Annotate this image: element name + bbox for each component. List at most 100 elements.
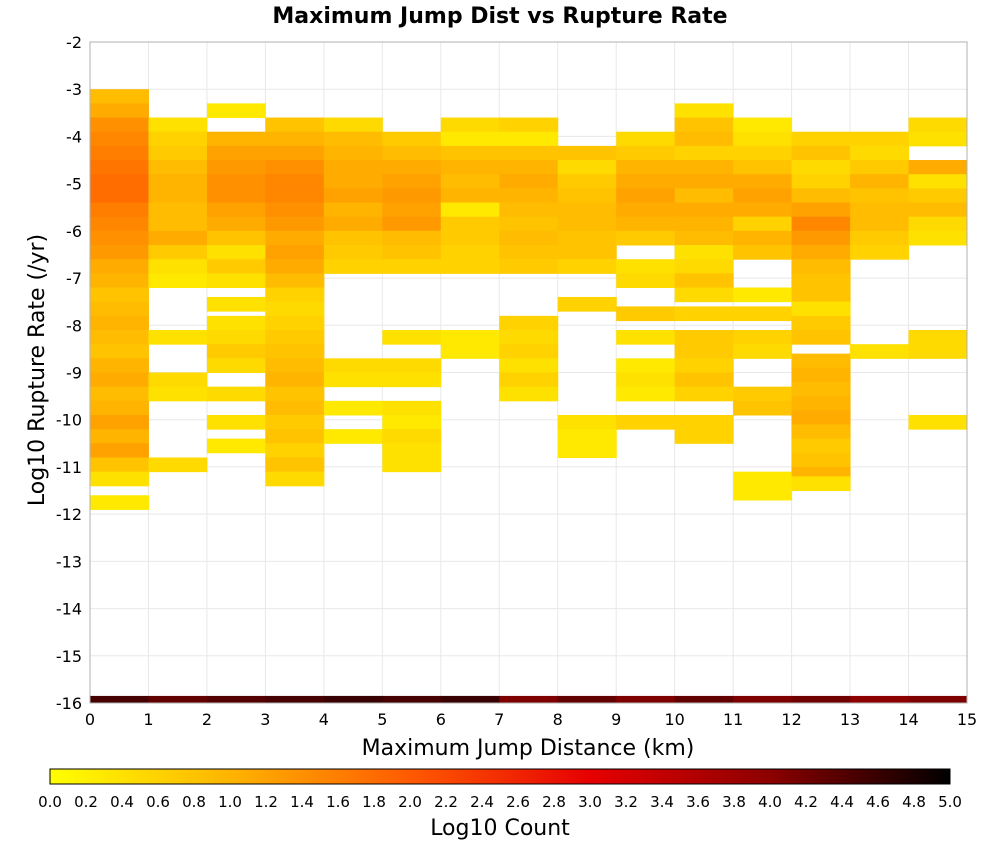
- heatmap-cell: [323, 145, 383, 161]
- heatmap-cell: [382, 400, 442, 416]
- colorbar-tick-label: 0.2: [74, 793, 98, 811]
- heatmap-cell: [90, 160, 149, 175]
- heatmap-cell: [908, 160, 968, 175]
- heatmap-cell: [90, 429, 149, 444]
- heatmap-cell: [206, 296, 266, 312]
- heatmap-cell: [206, 414, 266, 430]
- heatmap-cell: [791, 259, 851, 274]
- heatmap-cell: [90, 117, 149, 133]
- plot-frame: [89, 41, 968, 704]
- heatmap-cell: [90, 471, 149, 487]
- heatmap-cell: [382, 372, 442, 388]
- heatmap-cell: [323, 174, 383, 189]
- heatmap-cell: [323, 259, 383, 274]
- heatmap-cell: [674, 306, 734, 322]
- colorbar-tick-label: 0.6: [146, 793, 170, 811]
- colorbar-label: Log10 Count: [430, 816, 570, 841]
- heatmap-cell: [265, 429, 325, 444]
- heatmap-cell: [733, 330, 793, 345]
- heatmap-cell: [265, 245, 325, 260]
- heatmap-cell: [265, 457, 325, 473]
- heatmap-cell: [265, 344, 325, 359]
- heatmap-cell: [382, 429, 442, 444]
- heatmap-cell: [90, 287, 149, 303]
- heatmap-cell: [382, 131, 442, 147]
- heatmap-cell: [908, 174, 968, 189]
- heatmap-cell: [206, 188, 266, 204]
- heatmap-cell: [733, 695, 793, 703]
- heatmap-cell: [323, 160, 383, 175]
- x-tick-label: 9: [611, 710, 621, 729]
- heatmap-cell: [557, 296, 617, 312]
- heatmap-cell: [265, 372, 325, 388]
- heatmap-cell: [90, 400, 149, 416]
- y-tick-label: -13: [56, 552, 82, 571]
- heatmap-cell: [733, 117, 793, 133]
- heatmap-cell: [733, 131, 793, 147]
- heatmap-cell: [90, 174, 149, 189]
- heatmap-cell: [90, 89, 149, 104]
- heatmap-cell: [616, 306, 676, 322]
- heatmap-cell: [674, 386, 734, 402]
- heatmap-cell: [908, 188, 968, 204]
- heatmap-cell: [206, 273, 266, 289]
- heatmap-cell: [265, 230, 325, 246]
- heatmap-cell: [674, 160, 734, 175]
- heatmap-cell: [791, 452, 851, 468]
- heatmap-cell: [90, 495, 149, 510]
- heatmap-cell: [382, 457, 442, 473]
- heatmap-cell: [791, 145, 851, 161]
- y-tick-label: -6: [66, 222, 82, 241]
- heatmap-cell: [557, 245, 617, 260]
- y-tick-label: -10: [56, 411, 82, 430]
- x-axis-label: Maximum Jump Distance (km): [362, 736, 695, 761]
- heatmap-cell: [499, 160, 559, 175]
- heatmap-cell: [908, 330, 968, 345]
- heatmap-cell: [674, 330, 734, 345]
- colorbar-tick-label: 2.0: [398, 793, 422, 811]
- colorbar-tick-label: 0.4: [110, 793, 134, 811]
- heatmap-cell: [616, 358, 676, 373]
- heatmap-cell: [616, 174, 676, 189]
- heatmap-cell: [616, 230, 676, 246]
- x-tick-label: 8: [553, 710, 563, 729]
- heatmap-cell: [206, 695, 266, 703]
- heatmap-cell: [206, 358, 266, 373]
- colorbar-tick-label: 3.4: [650, 793, 674, 811]
- heatmap-cell: [265, 287, 325, 303]
- heatmap-cell: [499, 358, 559, 373]
- heatmap-cell: [616, 202, 676, 218]
- x-tick-label: 13: [840, 710, 860, 729]
- heatmap-cell: [382, 188, 442, 204]
- heatmap-cell: [382, 174, 442, 189]
- heatmap-cell: [440, 230, 500, 246]
- heatmap-cell: [90, 216, 149, 232]
- heatmap-cell: [90, 344, 149, 359]
- heatmap-cell: [791, 202, 851, 218]
- heatmap-cell: [499, 259, 559, 274]
- x-tick-label: 1: [143, 710, 153, 729]
- heatmap-cell: [791, 438, 851, 454]
- heatmap-cell: [850, 230, 910, 246]
- heatmap-cell: [616, 216, 676, 232]
- heatmap-cell: [733, 245, 793, 260]
- heatmap-cell: [382, 245, 442, 260]
- heatmap-cell: [850, 216, 910, 232]
- heatmap-cell: [499, 202, 559, 218]
- heatmap-cell: [557, 429, 617, 444]
- heatmap-cell: [265, 330, 325, 345]
- heatmap-cell: [90, 259, 149, 274]
- colorbar-tick-label: 2.4: [470, 793, 494, 811]
- heatmap-cell: [733, 386, 793, 402]
- heatmap-cell: [908, 216, 968, 232]
- heatmap-cell: [90, 131, 149, 147]
- heatmap-cell: [148, 273, 208, 289]
- colorbar-tick-label: 1.0: [218, 793, 242, 811]
- colorbar-tick-label: 4.0: [758, 793, 782, 811]
- heatmap-cell: [440, 330, 500, 345]
- heatmap-cell: [557, 443, 617, 458]
- colorbar-tick-label: 1.6: [326, 793, 350, 811]
- heatmap-cell: [382, 145, 442, 161]
- heatmap-cell: [265, 358, 325, 373]
- colorbar-tick-label: 3.6: [686, 793, 710, 811]
